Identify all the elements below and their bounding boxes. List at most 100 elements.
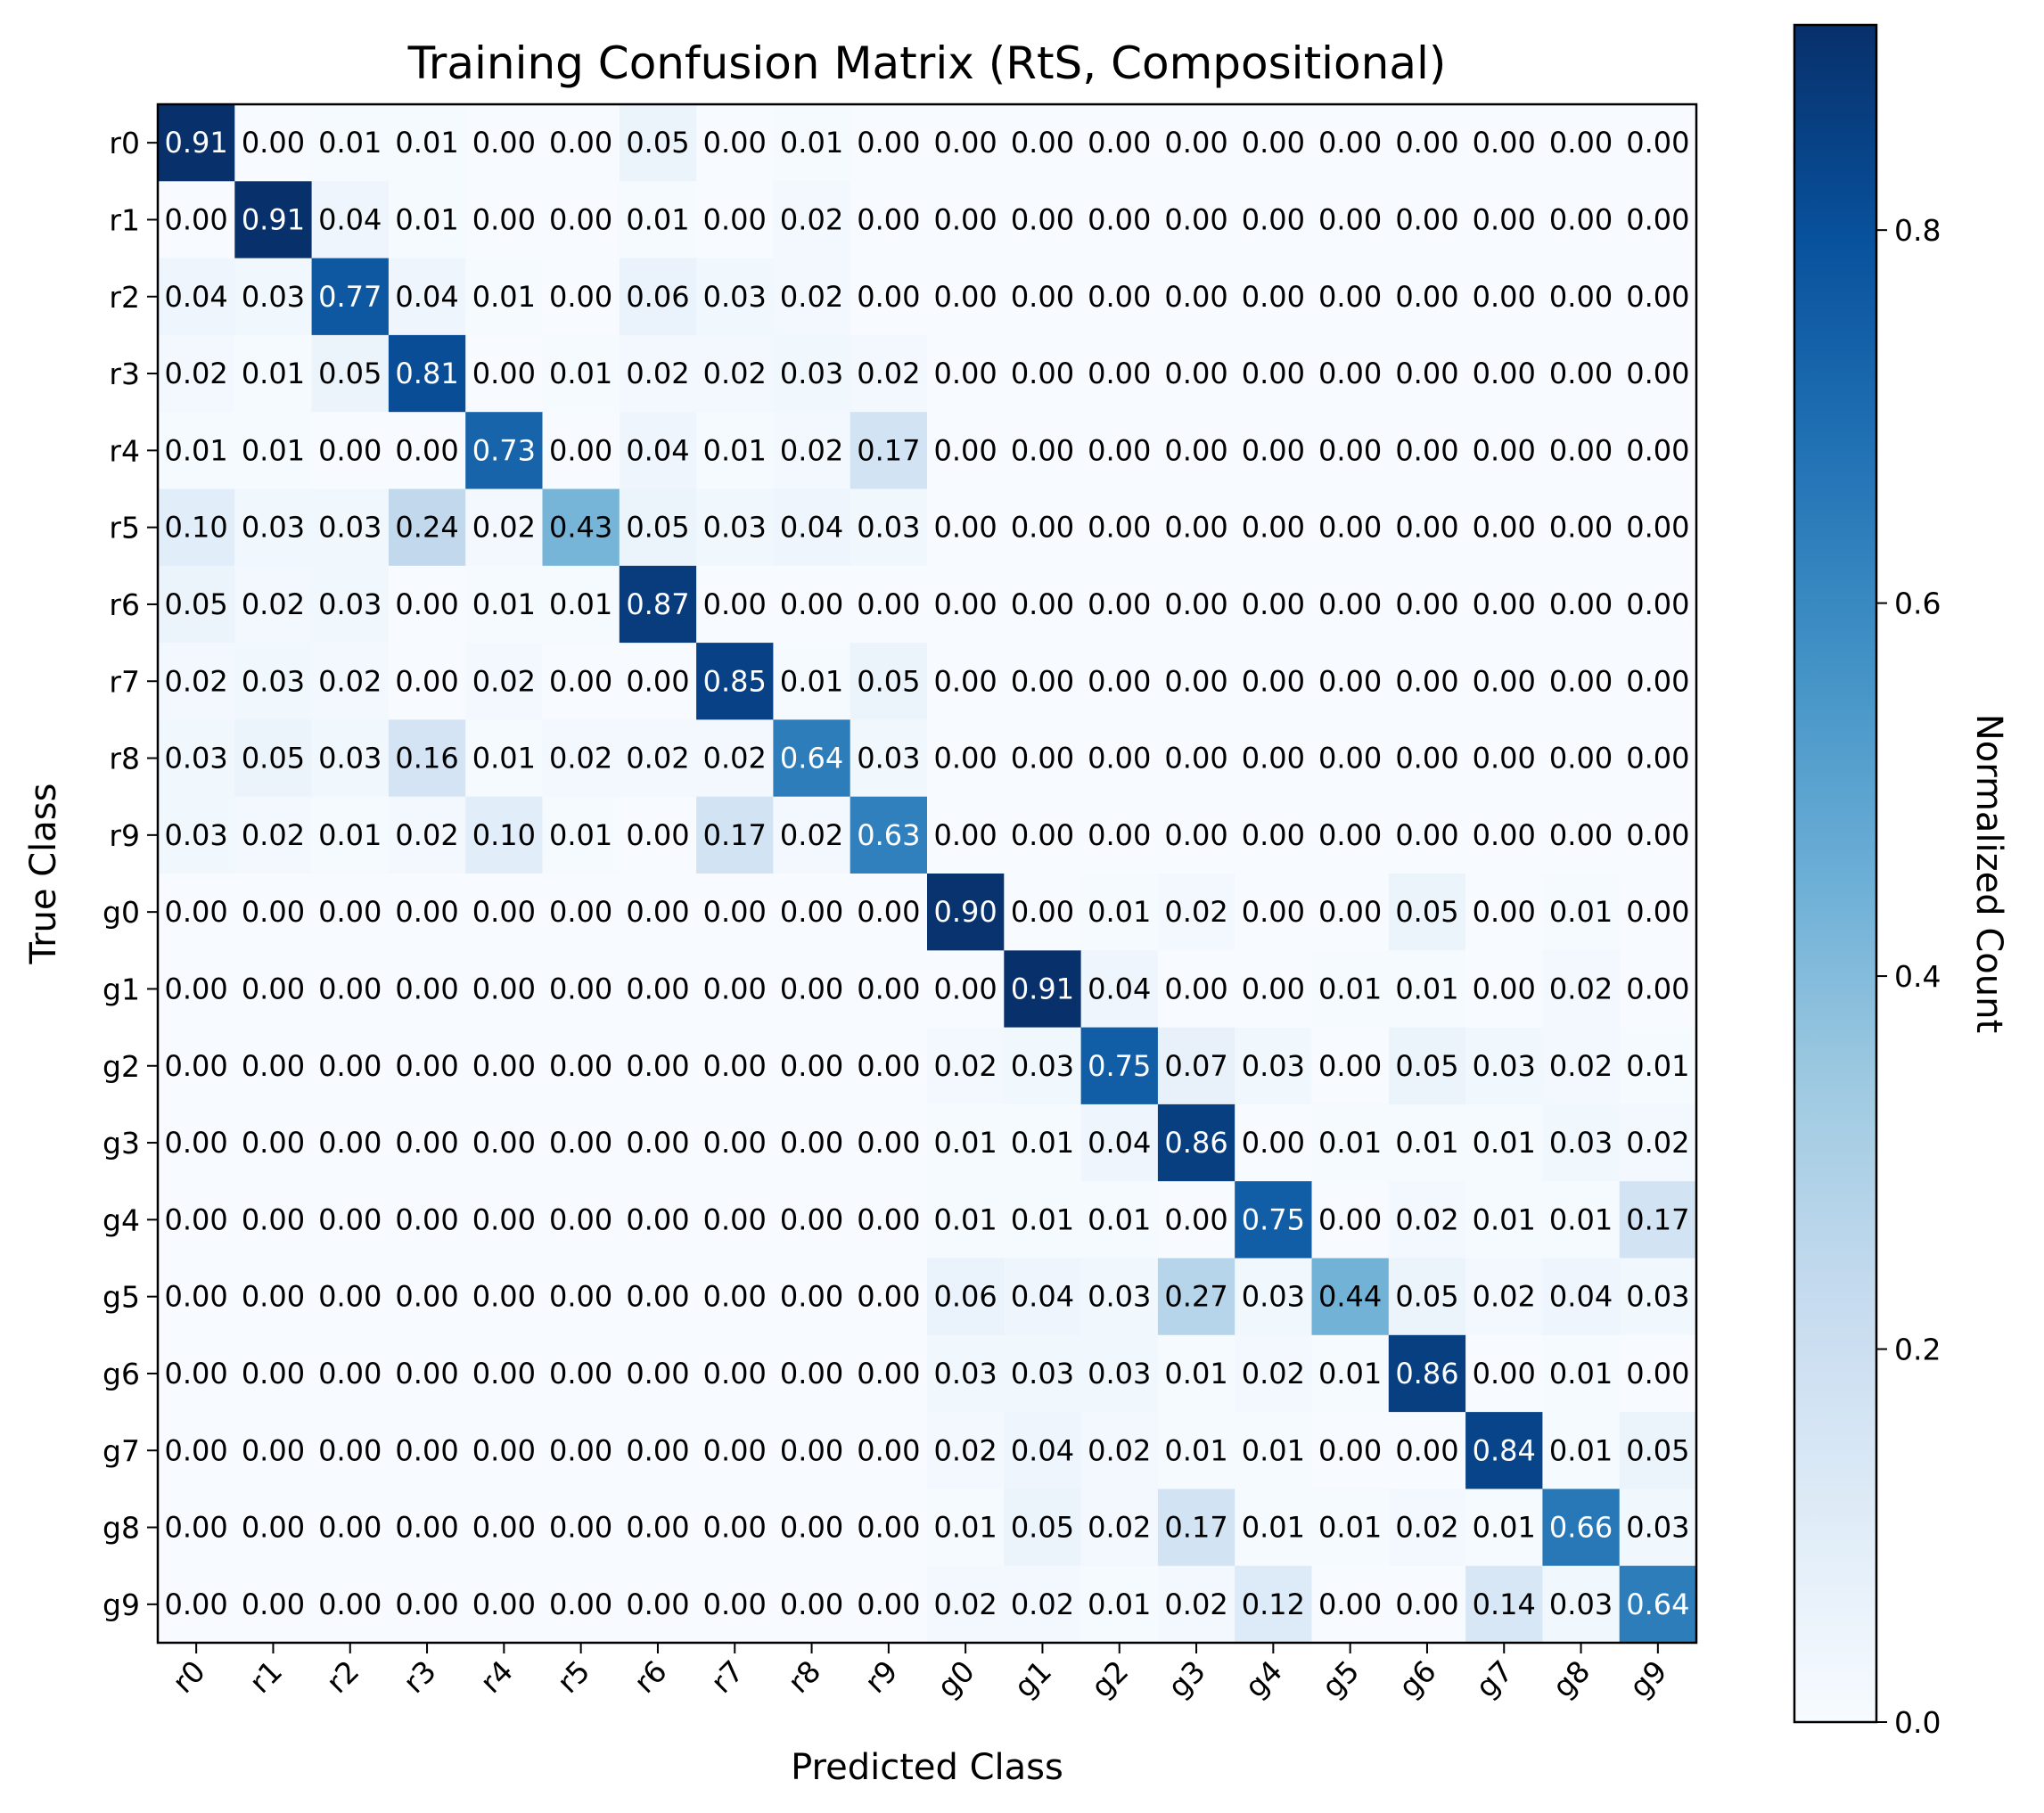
cell-value-label: 0.00 xyxy=(934,433,997,467)
cell-value-label: 0.01 xyxy=(1318,1126,1382,1160)
heatmap-cell xyxy=(1235,258,1312,336)
heatmap-cell xyxy=(234,719,313,798)
heatmap-cell xyxy=(1311,1258,1390,1336)
heatmap-cell xyxy=(1004,796,1082,874)
heatmap-cell xyxy=(1004,1027,1082,1105)
heatmap-cell xyxy=(1004,1181,1082,1259)
heatmap-cell xyxy=(1235,565,1312,644)
heatmap-cell xyxy=(388,796,466,874)
cell-value-label: 0.00 xyxy=(472,1202,536,1236)
cell-value-label: 0.00 xyxy=(549,1357,612,1391)
cell-value-label: 0.00 xyxy=(703,1280,767,1314)
cell-value-label: 0.00 xyxy=(934,511,997,545)
heatmap-cell xyxy=(542,1027,620,1105)
cell-value-label: 0.00 xyxy=(549,1511,612,1545)
colorbar-ticks: 0.0 0.2 0.4 0.6 0.8 xyxy=(1876,213,1941,1740)
heatmap-cell xyxy=(1080,258,1159,336)
x-tick-label: g4 xyxy=(1238,1653,1289,1704)
cell-value-label: 0.00 xyxy=(472,1587,536,1621)
heatmap-cell xyxy=(927,796,1005,874)
cell-value-label: 0.10 xyxy=(472,818,536,852)
heatmap-cell xyxy=(158,181,235,259)
cell-value-label: 0.00 xyxy=(242,1511,305,1545)
cell-value-label: 0.91 xyxy=(165,126,228,160)
cell-value-label: 0.00 xyxy=(395,1357,458,1391)
heatmap-cell xyxy=(1311,565,1390,644)
cell-value-label: 0.02 xyxy=(1549,1049,1613,1083)
heatmap-cell xyxy=(1388,181,1466,259)
heatmap-cell xyxy=(388,1412,466,1489)
cell-value-label: 0.01 xyxy=(1318,1357,1382,1391)
cell-value-label: 0.01 xyxy=(780,664,843,698)
cell-value-label: 0.00 xyxy=(1626,357,1689,390)
cell-value-label: 0.00 xyxy=(165,972,228,1005)
heatmap-cell xyxy=(1235,1334,1312,1413)
cell-value-label: 0.01 xyxy=(626,202,689,236)
heatmap-cell xyxy=(542,334,620,413)
cell-value-label: 0.01 xyxy=(1318,972,1382,1005)
cell-value-label: 0.00 xyxy=(549,895,612,929)
heatmap-cell xyxy=(1311,643,1390,720)
heatmap-cell xyxy=(696,412,774,489)
cell-value-label: 0.00 xyxy=(1473,357,1536,390)
heatmap-cell xyxy=(465,258,543,336)
heatmap-cell xyxy=(311,950,390,1029)
cell-value-label: 0.00 xyxy=(857,1433,920,1467)
cell-value-label: 0.05 xyxy=(626,511,689,545)
cell-value-label: 0.00 xyxy=(549,664,612,698)
cell-value-label: 0.00 xyxy=(857,1202,920,1236)
heatmap-cell xyxy=(1004,1103,1082,1182)
cell-value-label: 0.06 xyxy=(934,1280,997,1314)
heatmap-cell xyxy=(1157,719,1235,798)
cell-value-label: 0.04 xyxy=(1549,1280,1613,1314)
cell-value-label: 0.00 xyxy=(1164,1202,1227,1236)
heatmap-cell xyxy=(773,334,851,413)
cell-value-label: 0.04 xyxy=(1088,972,1151,1005)
heatmap-cell xyxy=(542,104,620,182)
cell-value-label: 0.00 xyxy=(318,1126,382,1160)
cell-value-label: 0.00 xyxy=(1011,587,1074,621)
x-tick-label: r2 xyxy=(319,1653,365,1700)
heatmap-cell xyxy=(773,181,851,259)
cell-value-label: 0.00 xyxy=(1242,357,1305,390)
cell-value-label: 0.00 xyxy=(857,126,920,160)
heatmap-cell xyxy=(311,719,390,798)
heatmap-cell xyxy=(1235,643,1312,720)
heatmap-cell xyxy=(311,334,390,413)
heatmap-cell xyxy=(1235,796,1312,874)
cell-value-label: 0.00 xyxy=(1395,511,1458,545)
y-tick-label: r4 xyxy=(109,433,140,468)
heatmap-cell xyxy=(1465,1334,1543,1413)
x-tick-label: g0 xyxy=(931,1653,981,1704)
heatmap-cell xyxy=(850,1103,928,1182)
heatmap-cell xyxy=(1004,488,1082,567)
heatmap-cell xyxy=(1542,1258,1621,1336)
heatmap-cell xyxy=(1311,874,1390,951)
cell-value-label: 0.00 xyxy=(1549,511,1613,545)
heatmap-cell xyxy=(773,104,851,182)
colorbar-label: Normalized Count xyxy=(1968,714,2009,1033)
heatmap-cell xyxy=(1004,1412,1082,1489)
cell-value-label: 0.00 xyxy=(472,1280,536,1314)
cell-value-label: 0.00 xyxy=(934,357,997,390)
heatmap-cell xyxy=(388,565,466,644)
heatmap-cell xyxy=(927,1181,1005,1259)
heatmap-cell xyxy=(927,1565,1005,1644)
heatmap-cell xyxy=(927,950,1005,1029)
cell-value-label: 0.00 xyxy=(1011,357,1074,390)
heatmap-cell xyxy=(465,1181,543,1259)
cell-value-label: 0.00 xyxy=(165,895,228,929)
heatmap-cell xyxy=(388,1258,466,1336)
y-tick-label: g2 xyxy=(103,1049,140,1084)
cell-value-label: 0.03 xyxy=(242,664,305,698)
heatmap-cell xyxy=(1619,950,1697,1029)
cell-value-label: 0.00 xyxy=(703,587,767,621)
heatmap-cell xyxy=(1465,1027,1543,1105)
cell-value-label: 0.00 xyxy=(1318,511,1382,545)
heatmap-cell xyxy=(619,565,697,644)
cell-value-label: 0.00 xyxy=(1164,664,1227,698)
heatmap-cell xyxy=(850,104,928,182)
heatmap-cell xyxy=(773,1027,851,1105)
heatmap-cell xyxy=(696,950,774,1029)
heatmap-cell xyxy=(696,643,774,720)
